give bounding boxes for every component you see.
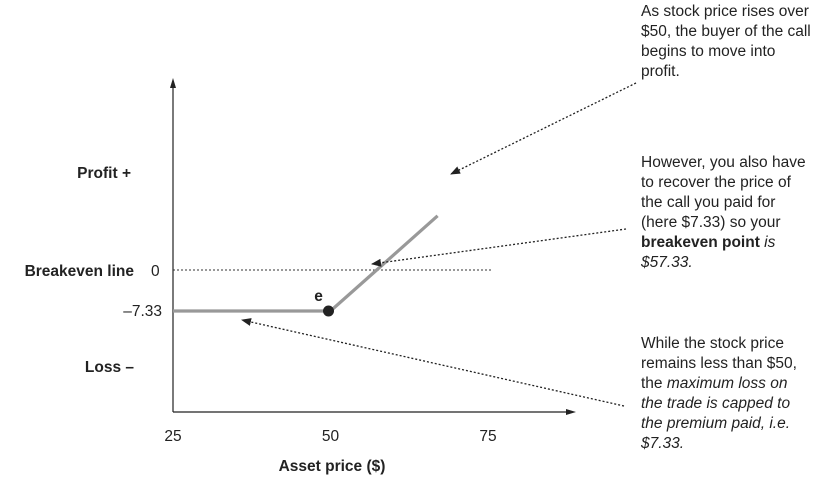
annotation-max-loss-text: While the stock price remains less than … — [641, 335, 797, 392]
profit-label: Profit + — [77, 165, 131, 182]
arrow-profit — [450, 82, 637, 175]
x-tick-label: 25 — [164, 428, 181, 445]
annotation-breakeven-bold: breakeven point — [641, 234, 760, 251]
x-axis-label: Asset price ($) — [279, 458, 386, 475]
premium-label: –7.33 — [123, 303, 162, 320]
loss-label: Loss – — [85, 359, 134, 376]
annotation-profit-text: As stock price rises over $50, the buyer… — [641, 3, 811, 80]
x-axis-arrow — [566, 409, 576, 415]
zero-label: 0 — [151, 263, 160, 280]
annotation-breakeven: However, you also have to recover the pr… — [641, 153, 811, 273]
y-axis-arrow — [170, 78, 176, 88]
x-tick-labels: 25 50 75 — [164, 428, 496, 445]
strike-point — [323, 305, 334, 317]
strike-point-label: e — [314, 288, 323, 305]
annotation-breakeven-italic: is $57.33. — [641, 234, 776, 271]
breakeven-line-label: Breakeven line — [25, 263, 135, 280]
x-tick-label: 75 — [479, 428, 496, 445]
arrow-breakeven — [371, 228, 627, 267]
axes — [170, 78, 576, 415]
annotation-max-loss: While the stock price remains less than … — [641, 334, 813, 454]
annotation-profit: As stock price rises over $50, the buyer… — [641, 2, 811, 82]
payoff-line — [173, 214, 439, 313]
x-tick-label: 50 — [322, 428, 340, 445]
annotation-breakeven-text: However, you also have to recover the pr… — [641, 154, 806, 231]
annotation-max-loss-italic: maximum loss on the trade is capped to t… — [641, 375, 791, 452]
arrow-max-loss — [241, 318, 625, 407]
